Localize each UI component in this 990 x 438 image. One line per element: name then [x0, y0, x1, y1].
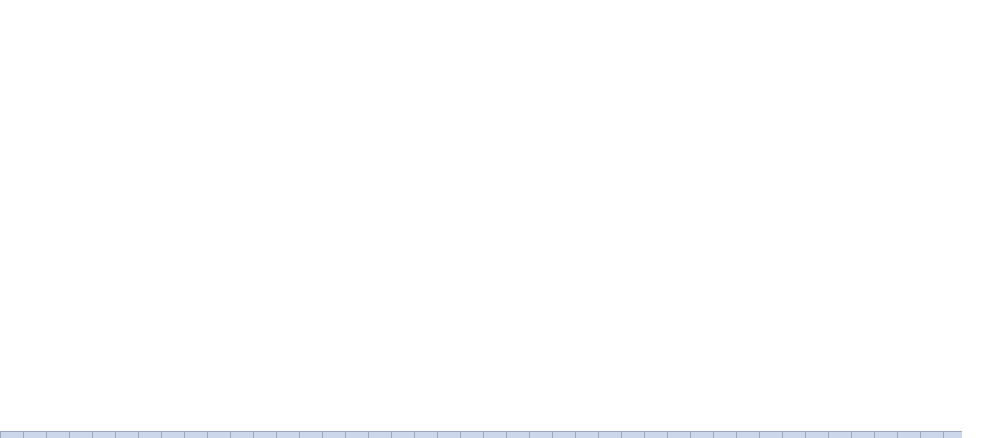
lower-panel-strip — [0, 431, 962, 438]
